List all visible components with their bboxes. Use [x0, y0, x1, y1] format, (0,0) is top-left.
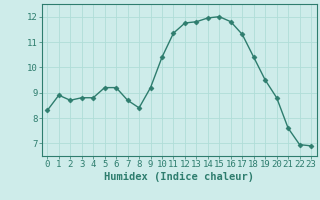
X-axis label: Humidex (Indice chaleur): Humidex (Indice chaleur)	[104, 172, 254, 182]
